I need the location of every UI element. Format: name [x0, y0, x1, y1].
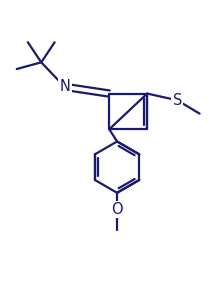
Text: O: O	[111, 202, 123, 217]
Text: S: S	[173, 93, 182, 108]
Text: N: N	[59, 79, 70, 94]
